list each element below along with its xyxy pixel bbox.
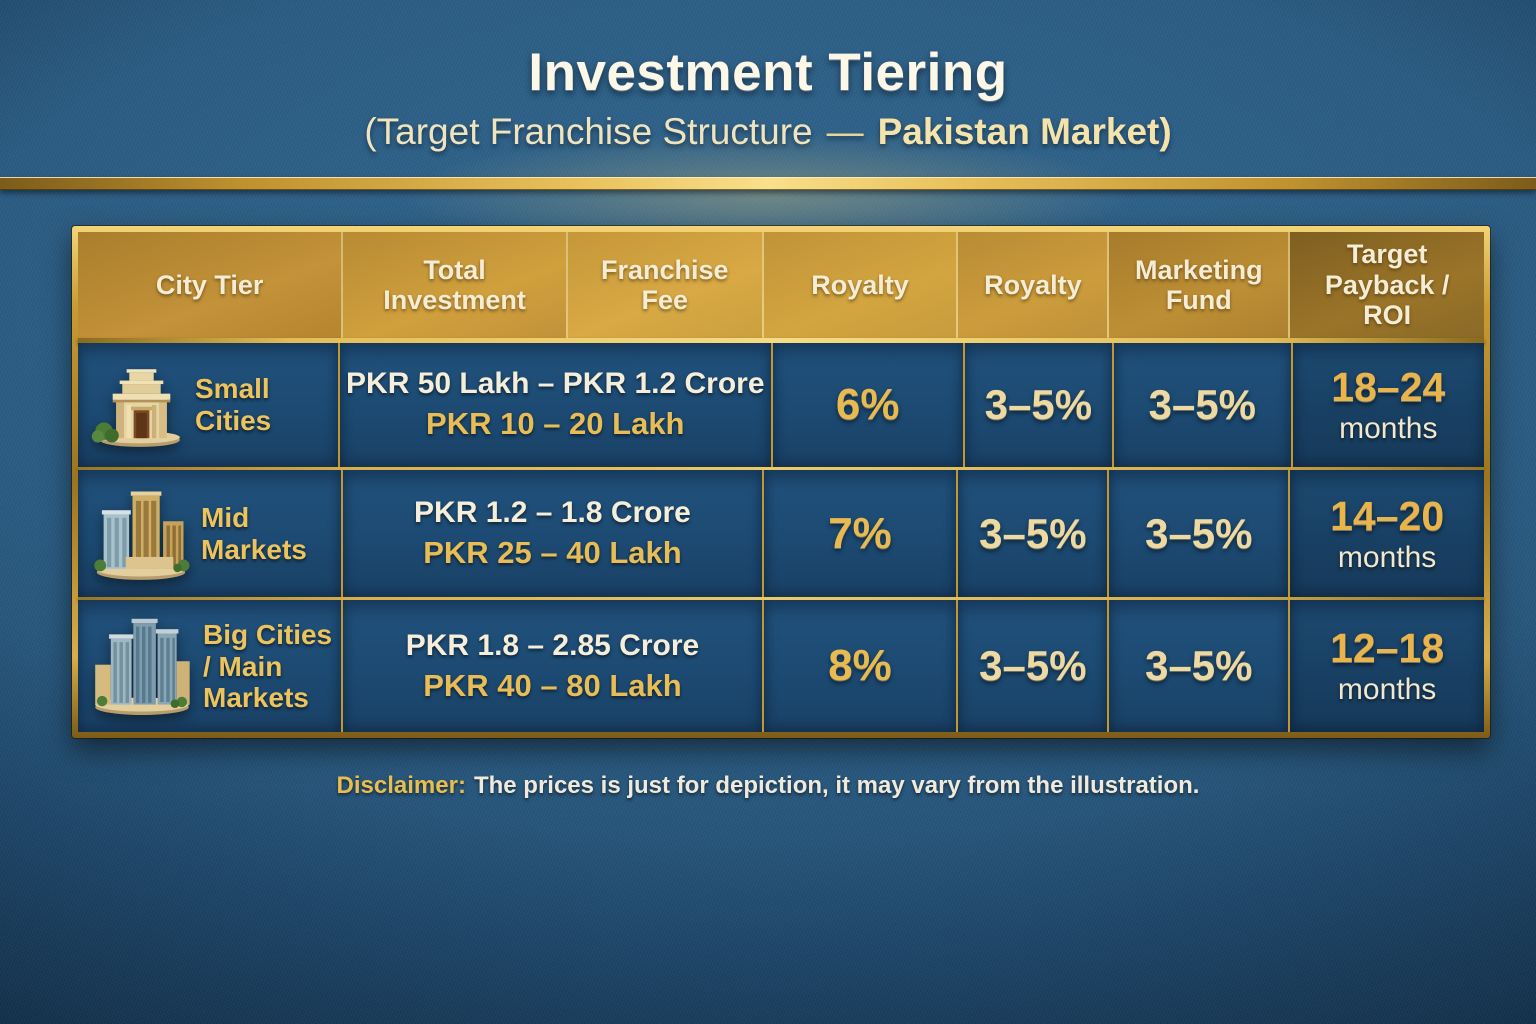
franchise-fee-range: PKR 10 – 20 Lakh <box>426 406 685 442</box>
header-divider <box>78 338 1484 343</box>
payback-range: 12–18 <box>1330 625 1445 672</box>
franchise-fee-range: PKR 25 – 40 Lakh <box>423 535 682 570</box>
tier-label: Small Cities <box>195 373 272 436</box>
table-header-row: City Tier Total Investment Franchise Fee… <box>78 232 1484 338</box>
tier-cell-mid-markets: Mid Markets <box>78 469 344 598</box>
marketing-fund-cell: 3–5% <box>1109 469 1291 598</box>
payback-range: 14–20 <box>1330 492 1445 539</box>
royalty-value: 7% <box>828 508 892 558</box>
investment-cell: PKR 1.2 – 1.8 Crore PKR 25 – 40 Lakh <box>343 469 764 598</box>
tier-table: City Tier Total Investment Franchise Fee… <box>72 226 1490 738</box>
header-cell-royalty: Royalty <box>763 232 959 338</box>
royalty-2-cell: 3–5% <box>958 600 1110 733</box>
row-divider <box>78 466 1484 470</box>
header-cell-marketing-fund: Marketing Fund <box>1109 232 1291 338</box>
gold-divider-bar <box>0 177 1536 190</box>
header-cell-city-tier: City Tier <box>78 232 344 338</box>
subtitle-left: (Target Franchise Structure <box>364 111 813 152</box>
disclaimer-text: The prices is just for depiction, it may… <box>473 772 1200 799</box>
payback-cell: 12–18 months <box>1290 600 1484 733</box>
investment-range: PKR 1.2 – 1.8 Crore <box>414 496 691 529</box>
table-row: Small Cities PKR 50 Lakh – PKR 1.2 Crore… <box>78 343 1484 467</box>
investment-cell: PKR 1.8 – 2.85 Crore PKR 40 – 80 Lakh <box>343 600 764 733</box>
marketing-fund-cell: 3–5% <box>1109 600 1291 733</box>
tier-label: Big Cities / Main Markets <box>203 619 333 713</box>
marketing-fund-value: 3–5% <box>1145 642 1253 690</box>
investment-range: PKR 50 Lakh – PKR 1.2 Crore <box>346 367 765 401</box>
payback-unit: months <box>1339 411 1438 445</box>
big-city-skyline-icon <box>95 618 190 716</box>
royalty-2-value: 3–5% <box>979 642 1087 690</box>
mid-market-buildings-icon <box>94 491 190 580</box>
title-block: Investment Tiering (Target Franchise Str… <box>0 42 1536 153</box>
royalty-cell: 6% <box>772 343 965 467</box>
royalty-2-cell: 3–5% <box>958 469 1110 598</box>
royalty-value: 8% <box>828 641 892 691</box>
payback-unit: months <box>1337 540 1437 574</box>
subtitle-dash: — <box>826 111 864 152</box>
disclaimer-label: Disclaimer: <box>336 772 466 799</box>
header-cell-franchise-fee: Franchise Fee <box>567 232 764 338</box>
tier-label: Mid Markets <box>201 502 307 565</box>
marketing-fund-cell: 3–5% <box>1114 343 1293 467</box>
investment-range: PKR 1.8 – 2.85 Crore <box>405 628 700 662</box>
page-title: Investment Tiering <box>528 43 1008 102</box>
royalty-2-cell: 3–5% <box>964 343 1115 467</box>
small-city-building-icon <box>91 369 180 447</box>
row-divider <box>78 597 1484 601</box>
table-row: Big Cities / Main Markets PKR 1.8 – 2.85… <box>78 600 1484 733</box>
franchise-fee-range: PKR 40 – 80 Lakh <box>423 667 682 703</box>
royalty-cell: 7% <box>763 469 959 598</box>
header-cell-royalty-2: Royalty <box>958 232 1110 338</box>
royalty-2-value: 3–5% <box>984 380 1093 428</box>
table-row: Mid Markets PKR 1.2 – 1.8 Crore PKR 25 –… <box>78 469 1484 598</box>
page-subtitle: (Target Franchise Structure — Pakistan Mar… <box>0 111 1536 153</box>
header-cell-target-payback: Target Payback / ROI <box>1290 232 1484 338</box>
tier-cell-big-cities: Big Cities / Main Markets <box>78 600 344 733</box>
royalty-cell: 8% <box>763 600 959 733</box>
marketing-fund-value: 3–5% <box>1145 509 1253 557</box>
payback-unit: months <box>1337 673 1437 707</box>
tier-cell-small-cities: Small Cities <box>78 343 341 467</box>
royalty-value: 6% <box>835 379 900 429</box>
header-cell-total-investment: Total Investment <box>343 232 568 338</box>
royalty-2-value: 3–5% <box>979 509 1087 557</box>
subtitle-market: Pakistan Market) <box>877 111 1172 152</box>
payback-range: 18–24 <box>1331 363 1446 410</box>
investment-cell: PKR 50 Lakh – PKR 1.2 Crore PKR 10 – 20 … <box>340 343 773 467</box>
payback-cell: 18–24 months <box>1292 343 1484 467</box>
payback-cell: 14–20 months <box>1290 469 1484 598</box>
disclaimer: Disclaimer: The prices is just for depict… <box>0 772 1536 800</box>
marketing-fund-value: 3–5% <box>1148 380 1257 428</box>
